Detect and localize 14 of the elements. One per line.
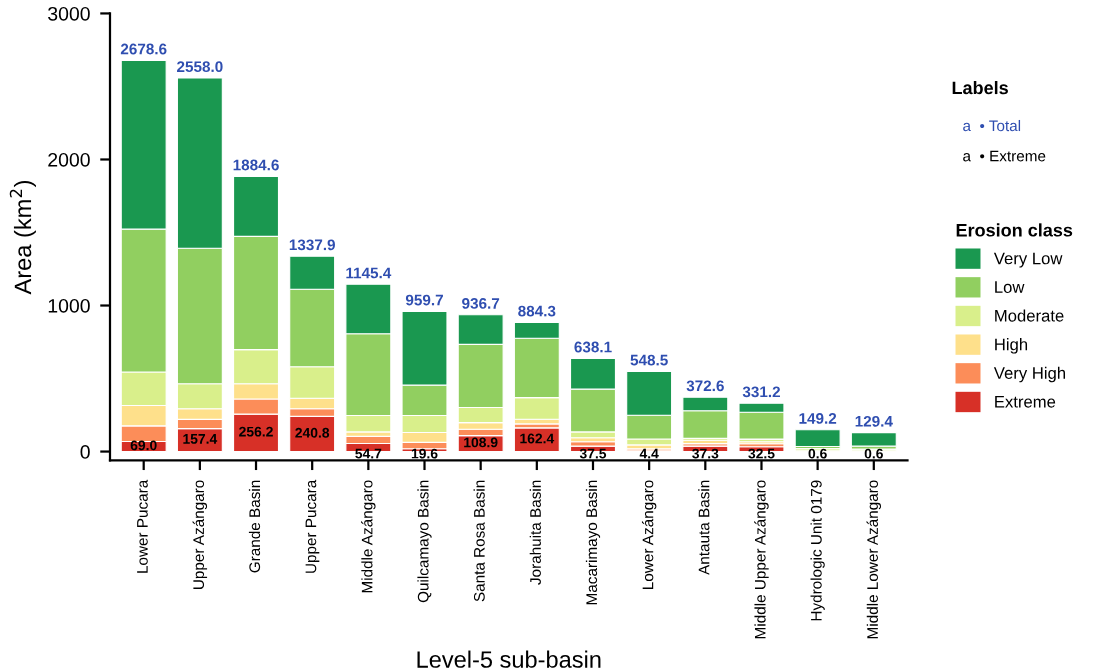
y-tick-label: 1000 [48,298,90,313]
legend-label: Very Low [993,252,1063,268]
x-axis-title: Level-5 sub-basin [417,650,601,668]
legend-label: Low [995,281,1025,293]
y-tick-label: 0 [80,445,90,459]
y-axis-title: Area (km$^{2}$) [9,180,36,295]
legend-label: Extreme [995,396,1056,408]
y-tick-label: 2000 [48,152,90,167]
legend-label: Very High [993,366,1066,383]
legend-label: Moderate [995,309,1064,322]
legend-label: High [995,338,1028,354]
y-tick-label: 3000 [48,6,90,21]
legend-title: Erosion class [956,223,1073,237]
text: Labels [952,81,1008,95]
